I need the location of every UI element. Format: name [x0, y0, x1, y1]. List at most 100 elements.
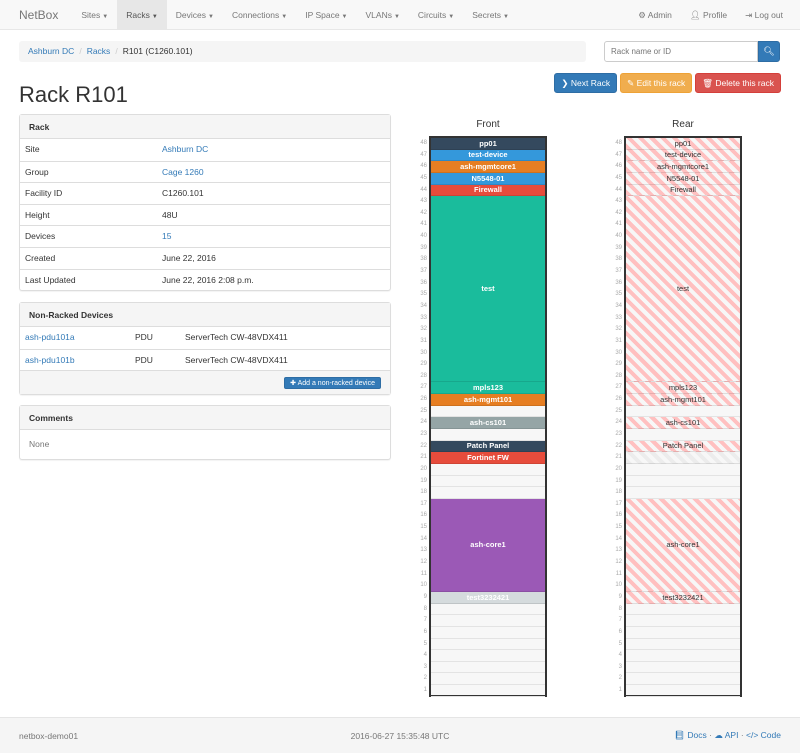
- chevron-right-icon: ❯: [561, 78, 571, 88]
- unit-number: 23: [615, 431, 622, 437]
- docs-link[interactable]: 📘︎ Docs: [674, 730, 707, 740]
- device-link[interactable]: ash-pdu101b: [25, 354, 75, 365]
- api-link[interactable]: ☁ API: [714, 730, 739, 740]
- unit-number: 33: [420, 314, 427, 321]
- brand-logo[interactable]: NetBox: [19, 7, 59, 22]
- unit-number: 35: [615, 291, 622, 298]
- attr-label: Created: [25, 252, 56, 263]
- rack-device[interactable]: N5548-01: [626, 172, 740, 185]
- rack-unit[interactable]: [431, 662, 545, 674]
- rack-unit[interactable]: [431, 627, 545, 639]
- add-non-racked-device-button[interactable]: ✚ Add a non-racked device: [284, 376, 381, 389]
- rack-device[interactable]: test-device: [431, 149, 545, 162]
- rack-unit[interactable]: [626, 639, 740, 651]
- rack-device[interactable]: test-device: [626, 149, 740, 162]
- nav-label: Circuits: [417, 9, 447, 20]
- nav-sites[interactable]: Sites ▼: [72, 0, 117, 30]
- rack-device[interactable]: [626, 452, 740, 464]
- caret-down-icon: ▼: [281, 13, 288, 20]
- rack-unit[interactable]: [626, 429, 740, 441]
- rack-device[interactable]: mpls123: [431, 382, 545, 395]
- breadcrumb-site[interactable]: Ashburn DC: [28, 46, 75, 56]
- rack-device[interactable]: ash-cs101: [626, 417, 740, 429]
- rack-device[interactable]: ash-mgmt101: [626, 394, 740, 406]
- rack-device[interactable]: test: [431, 196, 545, 383]
- rack-unit[interactable]: [626, 476, 740, 488]
- attr-value[interactable]: Cage 1260: [162, 166, 204, 177]
- rack-device[interactable]: Patch Panel: [626, 440, 740, 453]
- nav-circuits[interactable]: Circuits ▼: [409, 0, 463, 30]
- rack-unit[interactable]: [626, 487, 740, 499]
- unit-number: 9: [423, 593, 427, 600]
- nav-connections[interactable]: Connections ▼: [223, 0, 296, 30]
- rack-unit[interactable]: [431, 639, 545, 651]
- nav-secrets[interactable]: Secrets ▼: [463, 0, 518, 30]
- unit-number: 30: [420, 349, 427, 356]
- rack-device[interactable]: Firewall: [431, 184, 545, 197]
- rack-device[interactable]: Fortinet FW: [431, 452, 545, 464]
- unit-number: 40: [420, 233, 427, 240]
- nav-admin[interactable]: ⚙ Admin: [629, 0, 681, 30]
- search-button[interactable]: 🔍︎: [758, 41, 780, 62]
- rack-device[interactable]: test3232421: [626, 591, 740, 604]
- rack-device[interactable]: ash-mgmtcore1: [431, 161, 545, 173]
- rack-unit[interactable]: [431, 406, 545, 418]
- nav-racks[interactable]: Racks ▼: [117, 0, 167, 30]
- nav-label: Devices: [175, 9, 207, 20]
- rack-unit[interactable]: [431, 604, 545, 616]
- search-input[interactable]: [604, 41, 758, 62]
- device-link[interactable]: ash-pdu101a: [25, 332, 75, 342]
- unit-number: 29: [615, 361, 622, 368]
- rack-unit[interactable]: [626, 673, 740, 686]
- rack-unit[interactable]: [626, 406, 740, 418]
- edit-rack-button[interactable]: ✎ Edit this rack: [620, 73, 693, 93]
- rack-device[interactable]: ash-mgmt101: [431, 394, 545, 406]
- rack-device[interactable]: N5548-01: [431, 172, 545, 185]
- delete-rack-button[interactable]: 🗑︎ Delete this rack: [695, 73, 781, 93]
- rack-unit[interactable]: [626, 662, 740, 674]
- unit-number: 10: [420, 582, 427, 589]
- rack-unit[interactable]: [431, 487, 545, 499]
- next-rack-button[interactable]: ❯ Next Rack: [554, 73, 618, 93]
- unit-number: 39: [615, 244, 622, 251]
- rack-unit[interactable]: [626, 615, 740, 627]
- rack-device[interactable]: ash-mgmtcore1: [626, 161, 740, 173]
- rack-unit[interactable]: [626, 604, 740, 616]
- rack-unit[interactable]: [431, 615, 545, 627]
- nav-profile[interactable]: 👤︎ Profile: [681, 0, 736, 30]
- unit-number: 35: [420, 291, 427, 298]
- rack-device[interactable]: pp01: [626, 138, 740, 150]
- nav-devices[interactable]: Devices ▼: [167, 0, 223, 30]
- rack-unit[interactable]: [626, 685, 740, 697]
- unit-number: 46: [420, 163, 427, 170]
- attr-value[interactable]: Ashburn DC: [162, 144, 209, 154]
- rack-unit[interactable]: [431, 673, 545, 686]
- non-racked-devices-panel: Non-Racked Devices ash-pdu101a PDU ServerT…: [19, 302, 391, 396]
- rack-unit[interactable]: [431, 685, 545, 697]
- attr-value[interactable]: 15: [162, 231, 172, 242]
- rack-device[interactable]: ash-cs101: [431, 417, 545, 429]
- rack-device[interactable]: ash-core1: [431, 498, 545, 592]
- rack-unit[interactable]: [626, 627, 740, 639]
- nav-log-out[interactable]: ⇥ Log out: [736, 0, 792, 30]
- rack-unit[interactable]: [431, 464, 545, 476]
- rack-unit[interactable]: [431, 650, 545, 662]
- rack-unit[interactable]: [626, 464, 740, 476]
- rack-device[interactable]: test: [626, 196, 740, 383]
- rack-device[interactable]: Firewall: [626, 184, 740, 197]
- unit-number: 45: [615, 174, 622, 181]
- breadcrumb-racks[interactable]: Racks: [86, 46, 111, 56]
- rack-unit[interactable]: [431, 476, 545, 488]
- rack-device[interactable]: Patch Panel: [431, 440, 545, 453]
- nav-vlans[interactable]: VLANs ▼: [357, 0, 409, 30]
- trash-icon: 🗑︎: [702, 78, 716, 88]
- rack-unit[interactable]: [431, 429, 545, 441]
- rack-device[interactable]: test3232421: [431, 591, 545, 604]
- unit-number: 27: [615, 384, 622, 391]
- rack-device[interactable]: ash-core1: [626, 498, 740, 592]
- rack-device[interactable]: pp01: [431, 138, 545, 150]
- nav-ip-space[interactable]: IP Space ▼: [296, 0, 356, 30]
- rack-unit[interactable]: [626, 650, 740, 662]
- code-link[interactable]: </> Code: [746, 730, 781, 740]
- rack-device[interactable]: mpls123: [626, 382, 740, 395]
